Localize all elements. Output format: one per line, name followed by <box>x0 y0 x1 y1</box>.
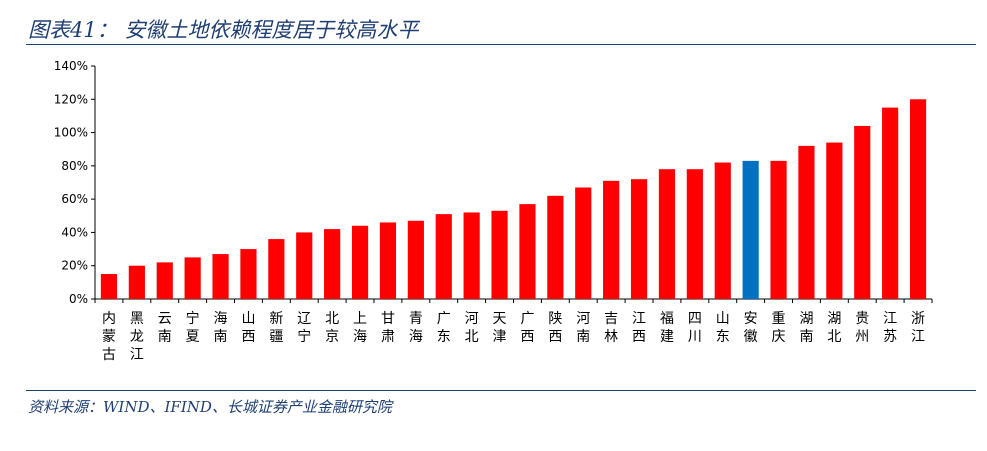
bar <box>742 160 759 299</box>
x-category-label: 四川 <box>688 311 702 345</box>
x-category-label: 安徽 <box>744 311 758 345</box>
x-category-label: 天津 <box>493 311 507 345</box>
x-category-label: 陕西 <box>548 311 562 345</box>
bar <box>770 160 787 299</box>
figure-title: 图表41： 安徽土地依赖程度居于较高水平 <box>28 18 419 42</box>
x-category-label: 山西 <box>241 311 255 345</box>
bar <box>630 179 648 299</box>
bar <box>351 225 369 299</box>
x-category-label: 福建 <box>660 311 674 345</box>
bar <box>547 195 564 299</box>
bar <box>491 210 508 299</box>
x-category-label: 浙江 <box>911 311 925 345</box>
x-category-label: 江西 <box>632 311 646 345</box>
x-category-label: 新疆 <box>269 311 283 345</box>
y-axis: 0% 20% 40% 60% 80% 100% 120% 140% <box>54 59 96 306</box>
bar <box>519 204 536 299</box>
x-category-label: 贵州 <box>855 311 869 345</box>
bar <box>603 180 620 299</box>
y-tick-label: 100% <box>54 126 88 140</box>
x-category-label: 广西 <box>520 311 534 345</box>
bar <box>379 222 397 299</box>
bar <box>128 265 145 299</box>
bar <box>184 257 201 299</box>
bar <box>324 229 341 299</box>
bar <box>658 169 676 299</box>
y-tick-label: 140% <box>54 59 88 73</box>
bar <box>714 162 731 299</box>
x-category-label: 江苏 <box>883 311 897 345</box>
x-category-label: 内蒙古 <box>102 311 116 363</box>
x-category-label: 宁夏 <box>186 310 200 345</box>
x-category-label: 湖北 <box>827 311 841 345</box>
bar <box>156 262 173 299</box>
bar <box>240 249 257 299</box>
bar <box>268 239 285 299</box>
bar <box>100 274 118 299</box>
y-tick-label: 0% <box>69 292 88 306</box>
source-note: 资料来源：WIND、IFIND、长城证券产业金融研究院 <box>28 398 392 416</box>
bar <box>909 99 927 300</box>
x-category-label: 北京 <box>325 311 339 345</box>
bar <box>463 212 480 299</box>
x-category-label: 青海 <box>409 311 423 345</box>
x-category-label: 山东 <box>716 311 730 345</box>
x-category-label: 黑龙江 <box>130 311 144 363</box>
y-tick-label: 60% <box>61 192 88 206</box>
bar <box>826 142 843 299</box>
bar <box>686 169 703 299</box>
y-tick-label: 80% <box>61 159 88 173</box>
x-category-label: 海南 <box>214 311 228 345</box>
x-category-label: 广东 <box>437 311 451 345</box>
x-category-label: 甘肃 <box>381 311 395 345</box>
y-tick-label: 20% <box>61 259 88 273</box>
title-rule <box>26 44 976 45</box>
x-axis: 内蒙古黑龙江云南宁夏海南山西新疆辽宁北京上海甘肃青海广东河北天津广西陕西河南吉林… <box>94 298 933 363</box>
bar <box>882 107 899 299</box>
bar <box>212 254 229 299</box>
x-category-label: 河北 <box>465 311 479 345</box>
bar <box>296 232 313 299</box>
x-category-label: 重庆 <box>772 311 786 345</box>
bars <box>100 99 927 300</box>
x-category-label: 吉林 <box>604 311 618 345</box>
x-category-label: 云南 <box>158 311 172 345</box>
source-rule <box>26 390 976 391</box>
bar <box>435 214 452 299</box>
x-category-label: 上海 <box>353 311 367 345</box>
bar <box>575 187 592 299</box>
bar <box>854 125 871 300</box>
x-category-label: 河南 <box>576 311 590 345</box>
x-category-label: 辽宁 <box>297 311 311 345</box>
y-tick-label: 40% <box>61 225 88 239</box>
bar <box>407 220 424 299</box>
bar <box>798 145 815 299</box>
x-category-label: 湖南 <box>799 311 813 345</box>
y-tick-label: 120% <box>54 92 88 106</box>
